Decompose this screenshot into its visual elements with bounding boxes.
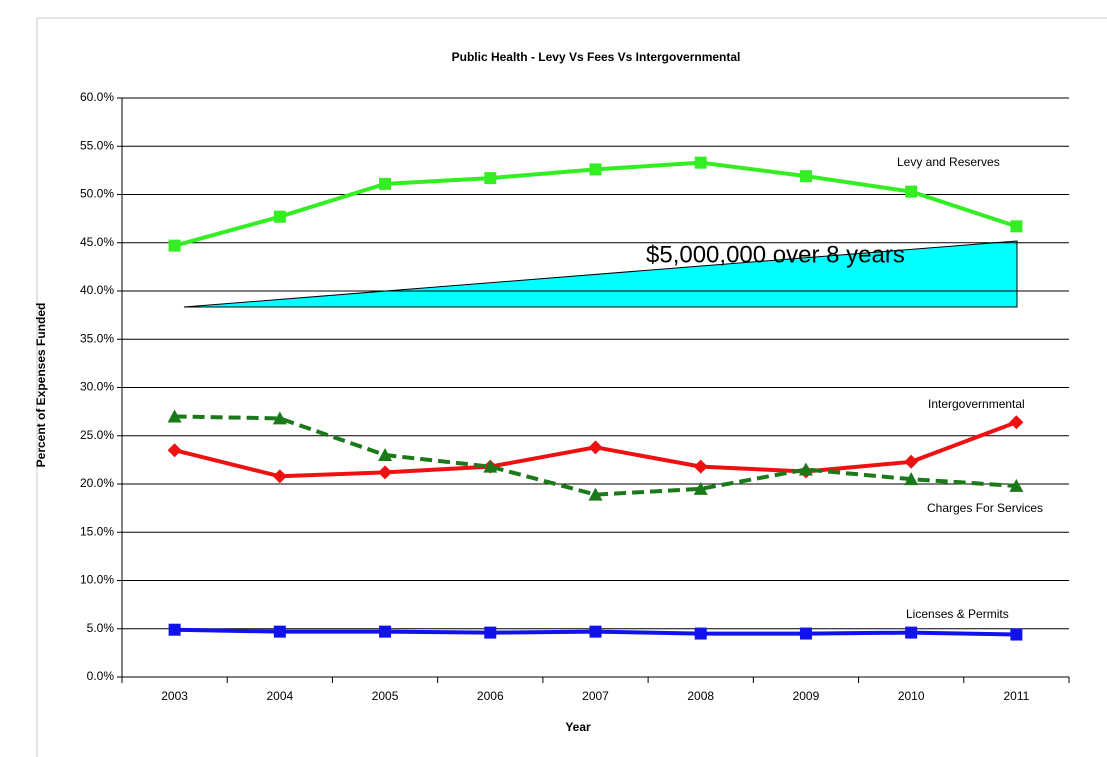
y-tick-label: 35.0% xyxy=(80,331,114,345)
x-tick-label: 2004 xyxy=(266,689,293,703)
y-tick-label: 60.0% xyxy=(80,90,114,104)
x-tick-label: 2011 xyxy=(1003,689,1029,703)
marker xyxy=(1009,478,1024,492)
marker xyxy=(1010,628,1023,641)
marker xyxy=(378,465,393,480)
marker xyxy=(799,627,812,640)
marker xyxy=(378,448,393,462)
x-axis-label: Year xyxy=(565,720,591,734)
y-tick-label: 45.0% xyxy=(80,235,114,249)
series-label: Charges For Services xyxy=(927,501,1043,515)
y-tick-label: 40.0% xyxy=(80,283,114,297)
x-tick-label: 2010 xyxy=(898,689,925,703)
marker xyxy=(273,625,286,638)
marker xyxy=(379,625,392,638)
marker xyxy=(799,170,812,183)
y-axis-label: Percent of Expenses Funded xyxy=(34,303,48,468)
marker xyxy=(484,626,497,639)
marker xyxy=(167,443,182,458)
series-label: Intergovernmental xyxy=(928,397,1025,411)
y-tick-label: 30.0% xyxy=(80,380,114,394)
x-tick-label: 2007 xyxy=(582,689,609,703)
series-label: Licenses & Permits xyxy=(906,607,1009,621)
marker xyxy=(588,440,603,455)
marker xyxy=(693,459,708,474)
marker xyxy=(798,462,813,476)
x-tick-label: 2003 xyxy=(161,689,188,703)
chart-title: Public Health - Levy Vs Fees Vs Intergov… xyxy=(452,50,741,64)
marker xyxy=(483,459,498,473)
marker xyxy=(589,163,602,176)
marker xyxy=(589,625,602,638)
marker xyxy=(904,472,919,486)
marker xyxy=(484,172,497,185)
y-tick-label: 20.0% xyxy=(80,476,114,490)
marker xyxy=(588,487,603,501)
marker xyxy=(905,626,918,639)
x-tick-label: 2006 xyxy=(477,689,504,703)
marker xyxy=(272,411,287,425)
marker xyxy=(905,185,918,198)
marker xyxy=(1010,220,1023,233)
marker xyxy=(379,177,392,190)
marker xyxy=(1009,415,1024,430)
y-tick-label: 5.0% xyxy=(87,621,115,635)
marker xyxy=(168,623,181,636)
y-tick-label: 10.0% xyxy=(80,573,114,587)
series-label: Levy and Reserves xyxy=(897,155,1000,169)
marker xyxy=(272,469,287,484)
annotation: $5,000,000 over 8 years xyxy=(646,241,905,268)
marker xyxy=(694,627,707,640)
y-tick-label: 15.0% xyxy=(80,524,114,538)
y-tick-label: 55.0% xyxy=(80,138,114,152)
x-tick-label: 2009 xyxy=(793,689,820,703)
y-tick-label: 50.0% xyxy=(80,187,114,201)
marker xyxy=(904,454,919,469)
marker xyxy=(168,239,181,252)
series-line xyxy=(174,414,1017,497)
x-tick-label: 2008 xyxy=(687,689,714,703)
x-tick-label: 2005 xyxy=(372,689,399,703)
marker xyxy=(167,409,182,423)
marker xyxy=(693,481,708,495)
chart-border xyxy=(36,17,1107,757)
marker xyxy=(694,156,707,169)
marker xyxy=(273,210,286,223)
y-tick-label: 25.0% xyxy=(80,428,114,442)
y-tick-label: 0.0% xyxy=(87,669,115,683)
